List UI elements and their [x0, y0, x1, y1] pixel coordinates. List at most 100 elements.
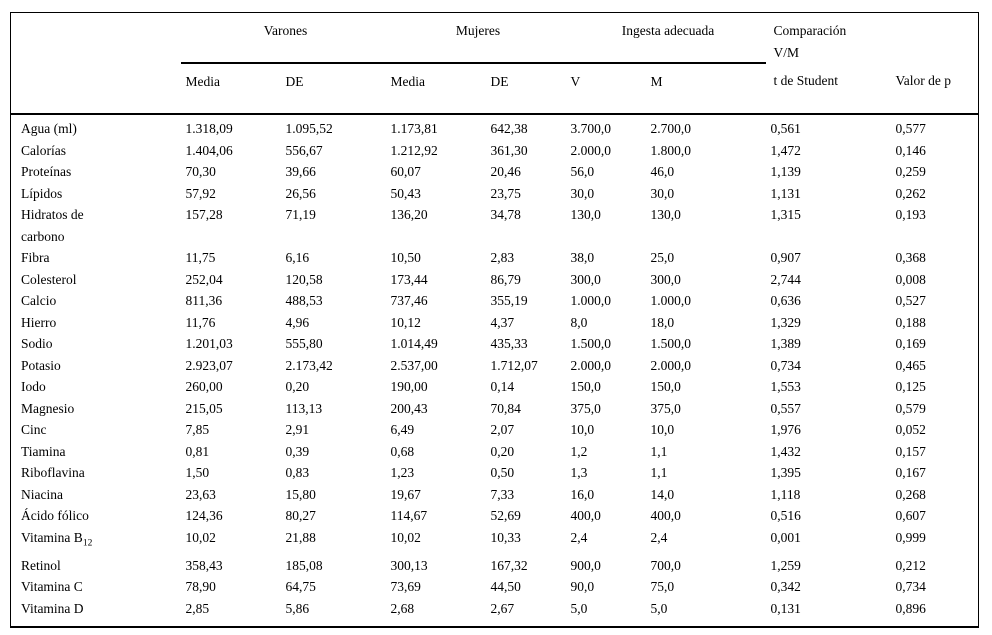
table-row: Calorías 1.404,06 556,67 1.212,92 361,30 2.00…: [11, 140, 979, 162]
table-cell: 260,00: [185, 379, 223, 394]
table-cell: 375,0: [650, 400, 681, 416]
table-cell: 1.404,06: [185, 142, 233, 158]
table-cell: 300,13: [390, 557, 428, 573]
table-cell: 0,20: [490, 443, 515, 459]
table-cell: 0,557: [770, 400, 801, 416]
row-label: Lípidos: [21, 185, 63, 201]
table-row: Hidratos de carbono 157,28 71,19 136,20 34,7…: [11, 204, 979, 247]
table-cell: 1.173,81: [390, 121, 438, 136]
table-cell: 1.318,09: [185, 121, 233, 136]
table-cell: 642,38: [490, 121, 528, 136]
table-cell: 71,19: [285, 207, 316, 222]
table-cell: 1,315: [770, 207, 801, 222]
table-cell: 1,259: [770, 557, 801, 573]
group-header-comparacion-text: Comparación V/M: [773, 23, 847, 60]
table-cell: 1,50: [185, 465, 210, 480]
table-cell: 0,561: [770, 121, 801, 136]
table-cell: 5,86: [285, 600, 310, 616]
table-cell: 1,1: [650, 465, 668, 480]
table-cell: 1.095,52: [285, 121, 333, 136]
table-cell: 0,368: [895, 250, 926, 265]
table-cell: 1,432: [770, 443, 801, 459]
table-cell: 10,33: [490, 529, 521, 545]
table-cell: 0,50: [490, 465, 515, 480]
table-cell: 10,02: [185, 529, 216, 545]
group-header-varones: Varones: [180, 12, 386, 64]
table-cell: 1,976: [770, 422, 801, 437]
table-cell: 7,33: [490, 486, 515, 502]
table-cell: 358,43: [185, 557, 223, 573]
table-cell: 0,999: [895, 529, 926, 545]
table-cell: 0,259: [895, 164, 926, 179]
table-cell: 0,39: [285, 443, 310, 459]
table-cell: 2.000,0: [570, 142, 612, 158]
table-cell: 1,472: [770, 142, 801, 158]
table-cell: 1,395: [770, 465, 801, 480]
table-cell: 14,0: [650, 486, 675, 502]
table-cell: 56,0: [570, 164, 595, 179]
table-cell: 1.000,0: [650, 293, 692, 308]
table-cell: 114,67: [390, 508, 428, 523]
table-cell: 90,0: [570, 579, 595, 595]
table-cell: 737,46: [390, 293, 428, 308]
table-cell: 10,50: [390, 250, 421, 265]
row-label: Tiamina: [21, 443, 66, 459]
table-row: Vitamina D 2,85 5,86 2,68 2,67 5,0 5,0 0,131 0,8…: [11, 598, 979, 628]
row-label: Riboflavina: [21, 465, 85, 480]
table-row: Fibra 11,75 6,16 10,50 2,83 38,0 25,0 0,907 0,36…: [11, 247, 979, 269]
table-cell: 19,67: [390, 486, 421, 502]
group-header-row: Varones Mujeres Ingesta adecuada Compara…: [10, 12, 979, 115]
table-cell: 0,146: [895, 142, 926, 158]
table-cell: 1,389: [770, 336, 801, 351]
table-cell: 1.500,0: [570, 336, 612, 351]
table-cell: 556,67: [285, 142, 323, 158]
table-cell: 0,527: [895, 293, 926, 308]
table-cell: 435,33: [490, 336, 528, 351]
group-header-mujeres: Mujeres: [385, 12, 566, 64]
table-cell: 5,0: [650, 600, 668, 616]
table-cell: 10,02: [390, 529, 421, 545]
table-cell: 80,27: [285, 508, 316, 523]
table-row: Retinol 358,43 185,08 300,13 167,32 900,0 700,…: [11, 555, 979, 577]
table-cell: 23,63: [185, 486, 216, 502]
table-cell: 11,75: [185, 250, 216, 265]
table-cell: 46,0: [650, 164, 675, 179]
group-header-comparacion: Comparación V/M: [766, 13, 891, 64]
table-cell: 2.000,0: [650, 357, 692, 373]
table-cell: 900,0: [570, 557, 601, 573]
table-cell: 0,896: [895, 600, 926, 616]
table-cell: 1.800,0: [650, 142, 692, 158]
table-cell: 1,131: [770, 185, 801, 201]
table-cell: 173,44: [390, 271, 428, 287]
table-cell: 60,07: [390, 164, 421, 179]
table-cell: 2.173,42: [285, 357, 333, 373]
table-cell: 0,001: [770, 529, 801, 545]
table-cell: 2,4: [650, 529, 668, 545]
table-cell: 70,30: [185, 164, 216, 179]
subheader-valor-p: Valor de p: [890, 63, 979, 115]
table-cell: 124,36: [185, 508, 223, 523]
table-cell: 18,0: [650, 314, 675, 330]
row-label: Vitamina D: [21, 600, 84, 616]
table-cell: 150,0: [570, 379, 601, 394]
table-cell: 2,83: [490, 250, 515, 265]
table-cell: 2,85: [185, 600, 210, 616]
table-cell: 136,20: [390, 207, 428, 222]
subheader-varones-de: DE: [280, 63, 386, 115]
table-row: Potasio 2.923,07 2.173,42 2.537,00 1.712,07 2…: [11, 355, 979, 377]
subheader-varones-media: Media: [180, 63, 281, 115]
table-cell: 0,131: [770, 600, 801, 616]
table-cell: 361,30: [490, 142, 528, 158]
table-cell: 0,125: [895, 379, 926, 394]
table-cell: 1.712,07: [490, 357, 538, 373]
table-cell: 20,46: [490, 164, 521, 179]
table-cell: 0,188: [895, 314, 926, 330]
table-cell: 0,636: [770, 293, 801, 308]
table-row: Ácido fólico 124,36 80,27 114,67 52,69 400,0 4…: [11, 505, 979, 527]
table-cell: 1,553: [770, 379, 801, 394]
table-cell: 185,08: [285, 557, 323, 573]
table-cell: 0,734: [770, 357, 801, 373]
table-cell: 10,12: [390, 314, 421, 330]
table-cell: 2.700,0: [650, 121, 692, 136]
table-cell: 23,75: [490, 185, 521, 201]
